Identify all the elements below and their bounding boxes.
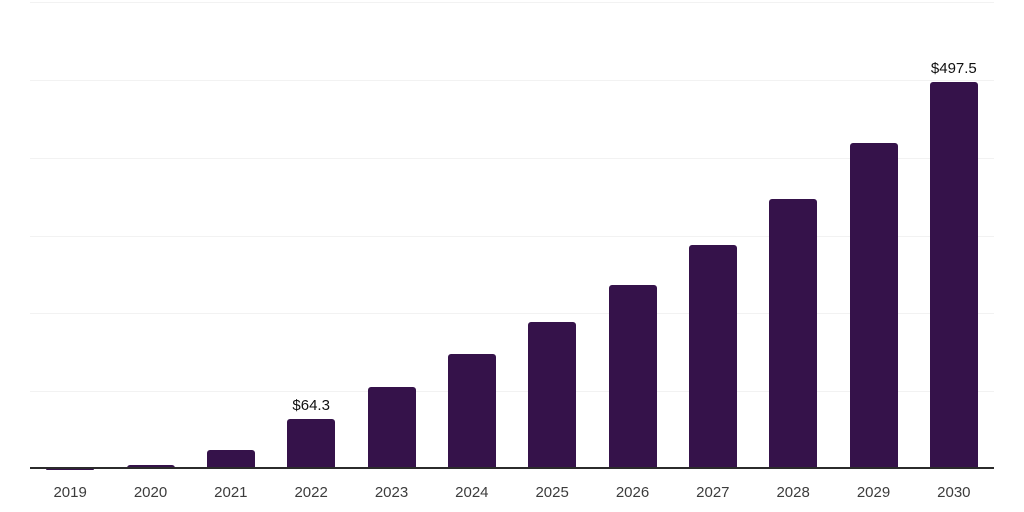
x-tick-2023: 2023	[374, 484, 409, 501]
x-tick-2025: 2025	[535, 484, 569, 501]
bar-2026	[608, 284, 657, 469]
bar-2022	[287, 418, 336, 469]
gridline-200	[30, 313, 994, 315]
x-tick-2026: 2026	[615, 484, 650, 501]
gridline-500	[30, 79, 994, 81]
x-tick-2027: 2027	[696, 484, 730, 501]
value-label-2022: $64.3	[292, 396, 330, 414]
value-label-2030: $497.5	[930, 59, 977, 77]
gridline-300	[30, 235, 994, 237]
bar-2029	[849, 142, 898, 469]
gridline-100	[30, 391, 994, 393]
x-tick-2019: 2019	[53, 484, 87, 501]
gridline-400	[30, 157, 994, 159]
x-axis-line	[30, 467, 994, 469]
x-tick-2030: 2030	[937, 484, 971, 501]
bar-2028	[769, 199, 818, 469]
x-tick-2024: 2024	[455, 484, 489, 501]
bar-2023	[367, 386, 416, 469]
bar-2024	[447, 354, 496, 469]
gridline-600	[30, 2, 994, 3]
bar-2027	[688, 245, 737, 469]
x-tick-2028: 2028	[776, 484, 810, 501]
x-tick-2029: 2029	[856, 484, 891, 501]
bar-2021	[206, 450, 255, 469]
bar-2030	[929, 81, 978, 469]
plot-area: 2019 2020 2021 $64.3 2022 2023 2024 2025 2026 202…	[30, 0, 994, 501]
x-tick-2020: 2020	[133, 484, 168, 501]
x-tick-2022: 2022	[294, 484, 328, 501]
bar-2025	[528, 321, 577, 469]
x-tick-2021: 2021	[214, 484, 248, 501]
